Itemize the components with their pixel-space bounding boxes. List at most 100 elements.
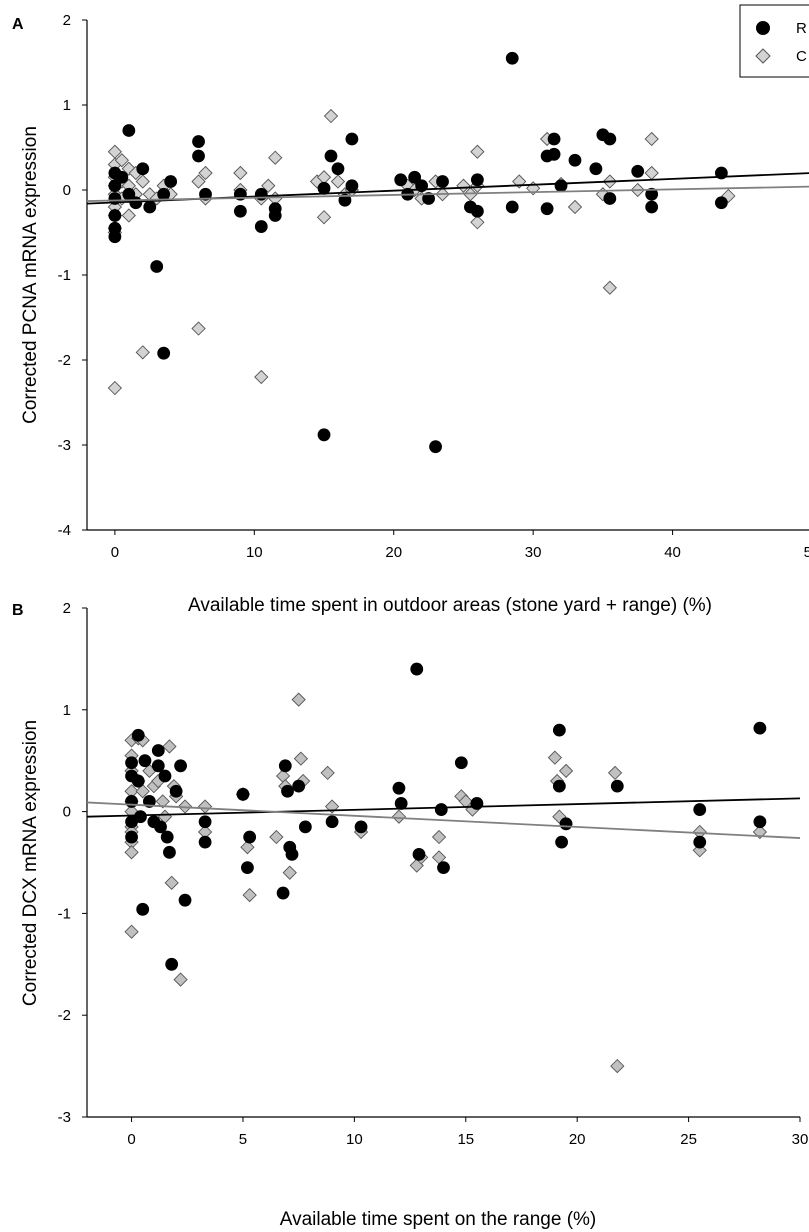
panel-a-point-r (108, 230, 122, 244)
panel-b-point-c (240, 840, 255, 855)
panel-a-point-r (192, 149, 205, 163)
panel-a-y-tick-label: -3 (58, 437, 71, 454)
panel-b-y-tick-label: 1 (63, 702, 71, 719)
panel-a-point-r (408, 170, 422, 184)
legend-box (739, 4, 809, 78)
panel-a-point-r (631, 164, 645, 178)
panel-a-point-r (603, 192, 617, 205)
panel-b-point-c (458, 794, 473, 809)
panel-a-point-r (254, 220, 268, 233)
panel-a-point-c (602, 280, 617, 295)
panel-a-point-r (540, 202, 554, 216)
panel-b-point-r (610, 779, 624, 793)
panel-b-point-r (552, 779, 566, 793)
panel-b-point-r (392, 781, 406, 795)
panel-b-point-r (278, 759, 292, 773)
panel-b-point-c (282, 865, 297, 880)
panel-b-point-r (753, 721, 767, 735)
panel-a-point-c (456, 178, 471, 193)
panel-a-point-r (233, 204, 247, 218)
panel-a-x-tick-label: 50 (804, 544, 809, 561)
panel-b-x-tick-label: 10 (346, 1131, 363, 1148)
panel-a-point-r (394, 173, 408, 187)
panel-b-point-r (693, 803, 707, 816)
panel-a-point-r (505, 51, 519, 65)
panel-b-point-r (174, 759, 187, 773)
panel-a-point-r (199, 187, 212, 201)
panel-b-point-r (125, 830, 138, 844)
panel-a-point-r (331, 162, 345, 176)
panel-b-point-r (412, 847, 426, 861)
panel-b-point-c (242, 887, 257, 903)
legend-marker-c (755, 48, 771, 64)
panel-a-y-tick-label: 2 (63, 12, 71, 29)
panel-label-b: B (12, 602, 24, 619)
panel-a-point-r (547, 147, 561, 161)
panel-a-point-c (254, 369, 269, 385)
panel-b-point-r (134, 810, 147, 824)
panel-b-point-r (131, 774, 145, 788)
panel-b-point-r (298, 820, 312, 834)
panel-a-plot-area: -4-3-2-101201020304050 (58, 12, 809, 561)
panel-a-point-r (115, 170, 129, 184)
panel-b-point-r (454, 756, 468, 770)
panel-a-point-c (233, 165, 248, 181)
panel-b-point-r (559, 817, 573, 831)
panel-b-point-r (178, 893, 192, 907)
panel-b-point-r (552, 723, 566, 737)
panel-a-point-c (135, 174, 150, 189)
panel-a-point-r (108, 209, 122, 222)
panel-b-point-r (410, 662, 424, 676)
panel-a-point-r (470, 173, 484, 187)
panel-a-point-r (429, 440, 442, 454)
panel-b-y-tick-label: 0 (63, 804, 71, 821)
panel-a-point-r (136, 162, 150, 176)
panel-a-point-c (644, 165, 659, 181)
panel-a-point-c (135, 345, 150, 360)
panel-a-y-tick-label: -2 (58, 352, 71, 369)
panel-a-point-c (107, 380, 123, 396)
panel-b-point-c (173, 972, 188, 987)
panel-b-point-r (154, 820, 167, 834)
panel-a-y-tick-label: 0 (63, 182, 71, 199)
panel-a-point-r (589, 162, 603, 176)
panel-b-point-r (693, 835, 707, 849)
panel-b-point-c (607, 765, 623, 781)
panel-a-x-tick-label: 20 (385, 544, 402, 561)
panel-b-y-tick-label: -1 (58, 905, 71, 922)
panel-a-point-c (316, 210, 332, 225)
panel-a-point-r (505, 200, 519, 214)
panel-b-x-tick-label: 15 (457, 1131, 474, 1148)
panel-a-point-r (164, 175, 178, 188)
panel-a-point-r (317, 181, 331, 195)
legend-label-r: R (796, 20, 807, 37)
panel-a-point-r (603, 132, 617, 146)
panel-b-point-c (164, 875, 179, 890)
panel-a-point-c (470, 144, 485, 159)
panel-b-point-r (165, 957, 179, 971)
panel-b-point-r (160, 830, 174, 844)
panel-b-regression-line-r (86, 797, 801, 818)
panel-a-x-tick-label: 10 (246, 544, 263, 561)
panel-a-point-r (547, 132, 561, 146)
panel-b-point-c (197, 799, 213, 814)
panel-b-point-c (124, 845, 139, 860)
panel-b-x-tick-label: 0 (127, 1131, 135, 1148)
panel-a-y-tick-label: -1 (58, 267, 71, 284)
panel-a-point-r (122, 124, 136, 137)
panel-a-point-r (317, 428, 331, 442)
panel-a-point-r (268, 209, 282, 222)
panel-b-point-r (753, 815, 767, 829)
panel-b-point-r (276, 886, 290, 900)
panel-b-point-r (555, 835, 568, 849)
panel-a-point-r (714, 196, 728, 210)
panel-a-point-r (143, 200, 157, 214)
legend-marker-r (756, 21, 770, 35)
panel-a-point-c (121, 161, 136, 176)
panel-b-point-r (142, 795, 156, 808)
panel-a-point-c (268, 150, 283, 165)
panel-a-x-tick-label: 0 (111, 544, 119, 561)
